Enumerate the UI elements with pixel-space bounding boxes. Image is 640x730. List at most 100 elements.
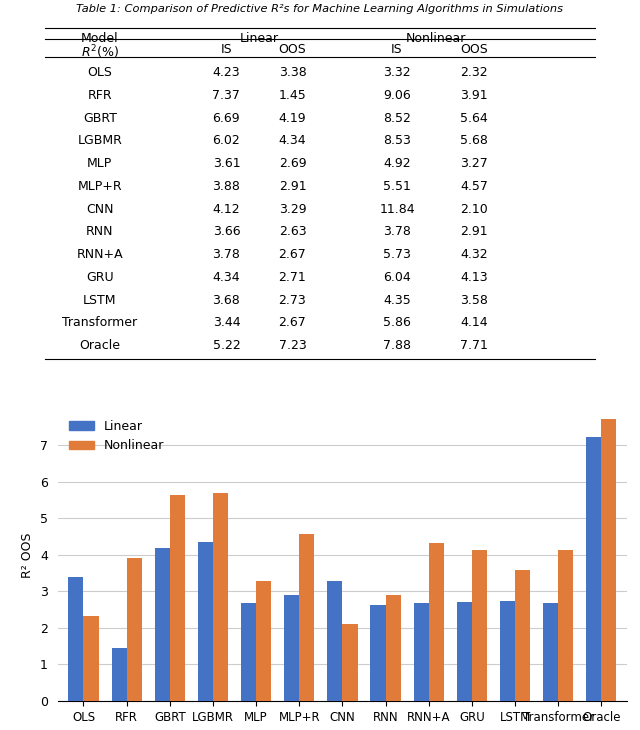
- Bar: [111, 648, 127, 701]
- Text: IS: IS: [391, 43, 403, 56]
- Text: 3.27: 3.27: [460, 157, 488, 170]
- Text: Table 1: Comparison of Predictive R²s for Machine Learning Algorithms in Simulat: Table 1: Comparison of Predictive R²s fo…: [77, 4, 563, 14]
- Text: 3.88: 3.88: [212, 180, 241, 193]
- Bar: [413, 603, 429, 701]
- Text: Nonlinear: Nonlinear: [405, 32, 466, 45]
- Text: MLP: MLP: [87, 157, 113, 170]
- Text: 7.88: 7.88: [383, 339, 411, 352]
- Legend: Linear, Nonlinear: Linear, Nonlinear: [64, 415, 169, 457]
- Text: 3.32: 3.32: [383, 66, 411, 79]
- Bar: [327, 581, 342, 701]
- Text: $R^2$(%): $R^2$(%): [81, 43, 119, 61]
- Bar: [586, 437, 602, 701]
- Text: 6.04: 6.04: [383, 271, 411, 284]
- Text: 3.78: 3.78: [383, 226, 411, 238]
- Text: 11.84: 11.84: [380, 202, 415, 215]
- Bar: [198, 542, 213, 701]
- Bar: [371, 604, 385, 701]
- Text: 6.02: 6.02: [212, 134, 240, 147]
- Bar: [170, 495, 185, 701]
- Text: 7.71: 7.71: [460, 339, 488, 352]
- Text: GRU: GRU: [86, 271, 114, 284]
- Text: 4.35: 4.35: [383, 293, 411, 307]
- Text: 1.45: 1.45: [278, 89, 307, 101]
- Text: OLS: OLS: [88, 66, 112, 79]
- Bar: [300, 534, 314, 701]
- Text: 4.34: 4.34: [278, 134, 307, 147]
- Bar: [83, 616, 99, 701]
- Text: 3.78: 3.78: [212, 248, 241, 261]
- Text: 3.29: 3.29: [278, 202, 307, 215]
- Text: 2.73: 2.73: [278, 293, 307, 307]
- Bar: [500, 602, 515, 701]
- Bar: [284, 594, 300, 701]
- Text: 3.58: 3.58: [460, 293, 488, 307]
- Y-axis label: R² OOS: R² OOS: [21, 532, 35, 577]
- Bar: [213, 493, 228, 701]
- Text: 2.67: 2.67: [278, 316, 307, 329]
- Text: 5.68: 5.68: [460, 134, 488, 147]
- Text: GBRT: GBRT: [83, 112, 117, 125]
- Text: MLP+R: MLP+R: [77, 180, 122, 193]
- Text: Transformer: Transformer: [62, 316, 138, 329]
- Text: OOS: OOS: [278, 43, 307, 56]
- Bar: [472, 550, 487, 701]
- Text: 8.53: 8.53: [383, 134, 411, 147]
- Text: 3.66: 3.66: [212, 226, 240, 238]
- Text: 2.71: 2.71: [278, 271, 307, 284]
- Text: OOS: OOS: [460, 43, 488, 56]
- Text: 4.23: 4.23: [212, 66, 240, 79]
- Text: 3.38: 3.38: [278, 66, 307, 79]
- Text: CNN: CNN: [86, 202, 113, 215]
- Text: 5.64: 5.64: [460, 112, 488, 125]
- Text: 4.92: 4.92: [383, 157, 411, 170]
- Text: 4.14: 4.14: [460, 316, 488, 329]
- Bar: [558, 550, 573, 701]
- Text: 7.23: 7.23: [278, 339, 307, 352]
- Text: 2.69: 2.69: [278, 157, 307, 170]
- Text: 7.37: 7.37: [212, 89, 241, 101]
- Text: RNN: RNN: [86, 226, 113, 238]
- Text: 3.91: 3.91: [460, 89, 488, 101]
- Text: 2.67: 2.67: [278, 248, 307, 261]
- Text: 2.32: 2.32: [460, 66, 488, 79]
- Text: LGBMR: LGBMR: [77, 134, 122, 147]
- Bar: [256, 581, 271, 701]
- Bar: [602, 419, 616, 701]
- Text: 3.61: 3.61: [212, 157, 240, 170]
- Text: IS: IS: [221, 43, 232, 56]
- Bar: [385, 594, 401, 701]
- Bar: [429, 543, 444, 701]
- Bar: [68, 577, 83, 701]
- Text: 2.91: 2.91: [278, 180, 307, 193]
- Text: 5.73: 5.73: [383, 248, 411, 261]
- Text: 4.19: 4.19: [278, 112, 307, 125]
- Text: 2.91: 2.91: [460, 226, 488, 238]
- Bar: [515, 570, 530, 701]
- Text: 4.13: 4.13: [460, 271, 488, 284]
- Text: Linear: Linear: [240, 32, 279, 45]
- Text: 5.22: 5.22: [212, 339, 240, 352]
- Text: 5.51: 5.51: [383, 180, 411, 193]
- Text: 8.52: 8.52: [383, 112, 411, 125]
- Text: RFR: RFR: [88, 89, 112, 101]
- Text: 3.68: 3.68: [212, 293, 240, 307]
- Text: Oracle: Oracle: [79, 339, 120, 352]
- Text: 4.34: 4.34: [212, 271, 240, 284]
- Text: 4.57: 4.57: [460, 180, 488, 193]
- Text: 4.12: 4.12: [212, 202, 240, 215]
- Text: 9.06: 9.06: [383, 89, 411, 101]
- Bar: [127, 558, 141, 701]
- Bar: [457, 602, 472, 701]
- Text: 6.69: 6.69: [212, 112, 240, 125]
- Bar: [342, 624, 358, 701]
- Text: 2.63: 2.63: [278, 226, 307, 238]
- Text: 4.32: 4.32: [460, 248, 488, 261]
- Text: 3.44: 3.44: [212, 316, 240, 329]
- Bar: [155, 548, 170, 701]
- Bar: [241, 603, 256, 701]
- Bar: [543, 603, 558, 701]
- Text: Model: Model: [81, 32, 118, 45]
- Text: 2.10: 2.10: [460, 202, 488, 215]
- Text: RNN+A: RNN+A: [77, 248, 123, 261]
